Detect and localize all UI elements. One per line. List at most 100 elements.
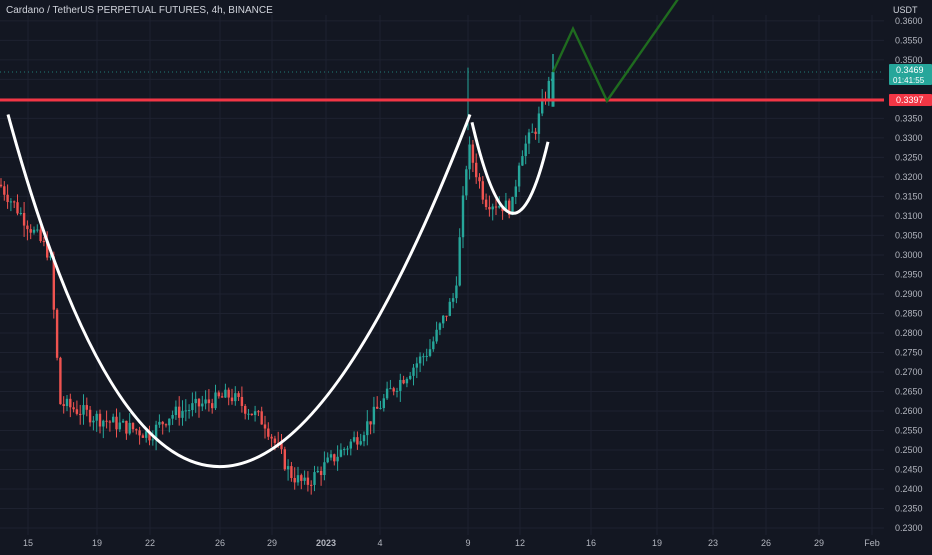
candle-body [154,424,158,440]
candle-body [527,132,531,144]
candle-body [257,411,260,413]
price-tick-label: 0.2600 [895,406,923,416]
candle-body [389,388,392,390]
candle-body [484,199,488,208]
candle-body [547,80,550,102]
candle-body [118,422,121,430]
candle-body [207,399,211,404]
candle-body [432,341,435,350]
candle-body [316,470,319,473]
candle-body [247,413,250,415]
candle-body [356,437,359,445]
candle-body [214,392,217,409]
candle-body [359,441,362,445]
chart-title: Cardano / TetherUS PERPETUAL FUTURES, 4h… [6,5,273,16]
candle-body [260,411,263,425]
cup-curve [6,113,472,469]
candle-body [491,206,494,210]
candle-body [303,477,306,481]
candle-body [319,470,323,476]
candle-body [187,410,191,412]
candle-body [46,242,49,258]
candle-body [399,379,402,391]
price-tick-label: 0.2800 [895,328,923,338]
candle-body [514,186,517,197]
candle-body [465,169,468,196]
candle-body [88,409,92,423]
candle-body [42,241,46,243]
time-tick-label: 22 [145,538,155,548]
candle-body [343,449,346,451]
price-tick-label: 0.2300 [895,523,923,533]
candle-body [511,196,514,215]
candle-body [451,298,455,302]
candle-body [121,420,125,423]
candle-body [379,408,382,410]
candle-body [329,454,333,458]
candle-body [283,449,286,470]
candle-body [178,406,181,418]
candle-body [524,143,527,157]
candle-body [504,200,508,212]
candle-body [326,457,329,463]
candle-body [220,396,224,398]
time-tick-label: 26 [215,538,225,548]
candle-body [409,375,412,379]
time-tick-label: 19 [652,538,662,548]
candle-body [498,206,501,208]
candle-body [161,421,164,425]
candle-body [415,363,418,368]
candle-body [395,390,399,392]
candle-body [204,399,207,404]
candle-body [508,200,511,215]
time-tick-label: 4 [377,538,382,548]
price-tick-label: 0.2900 [895,289,923,299]
candle-body [108,421,112,423]
candle-body [250,413,253,416]
candle-body [141,435,145,438]
countdown-badge-text: 01:41:55 [893,76,925,85]
resistance-badge [889,94,932,107]
candle-body [138,430,141,436]
resistance-badge-text: 0.3397 [896,95,924,105]
candle-body [478,177,481,182]
candle-body [471,144,475,163]
candle-body [267,428,270,437]
price-tick-label: 0.3550 [895,35,923,45]
candle-body [158,421,161,425]
candle-body [405,378,409,384]
candle-body [72,407,75,410]
candle-body [125,420,128,434]
candle-body [79,413,82,415]
candle-body [517,165,521,187]
candle-body [369,421,372,425]
candle-body [115,416,118,430]
candle-body [273,438,277,443]
candle-body [412,367,415,376]
candle-body [382,398,385,409]
candle-body [95,413,98,421]
candle-body [300,475,303,481]
time-tick-label: 19 [92,538,102,548]
candle-body [366,421,369,436]
candle-body [263,424,267,429]
candle-body [270,436,273,439]
candle-body [306,477,310,485]
candle-body [6,194,9,202]
price-tick-label: 0.3000 [895,250,923,260]
candle-body [224,389,227,398]
candle-body [442,315,445,324]
time-tick-label: 12 [515,538,525,548]
candle-body [468,144,471,170]
candle-body [445,315,448,317]
candle-body [230,397,234,402]
candle-body [448,301,451,316]
candle-body [85,405,88,410]
candle-body [148,431,151,441]
candle-body [438,323,442,330]
candle-body [488,207,491,210]
price-tick-label: 0.3250 [895,152,923,162]
time-tick-label: 16 [586,538,596,548]
